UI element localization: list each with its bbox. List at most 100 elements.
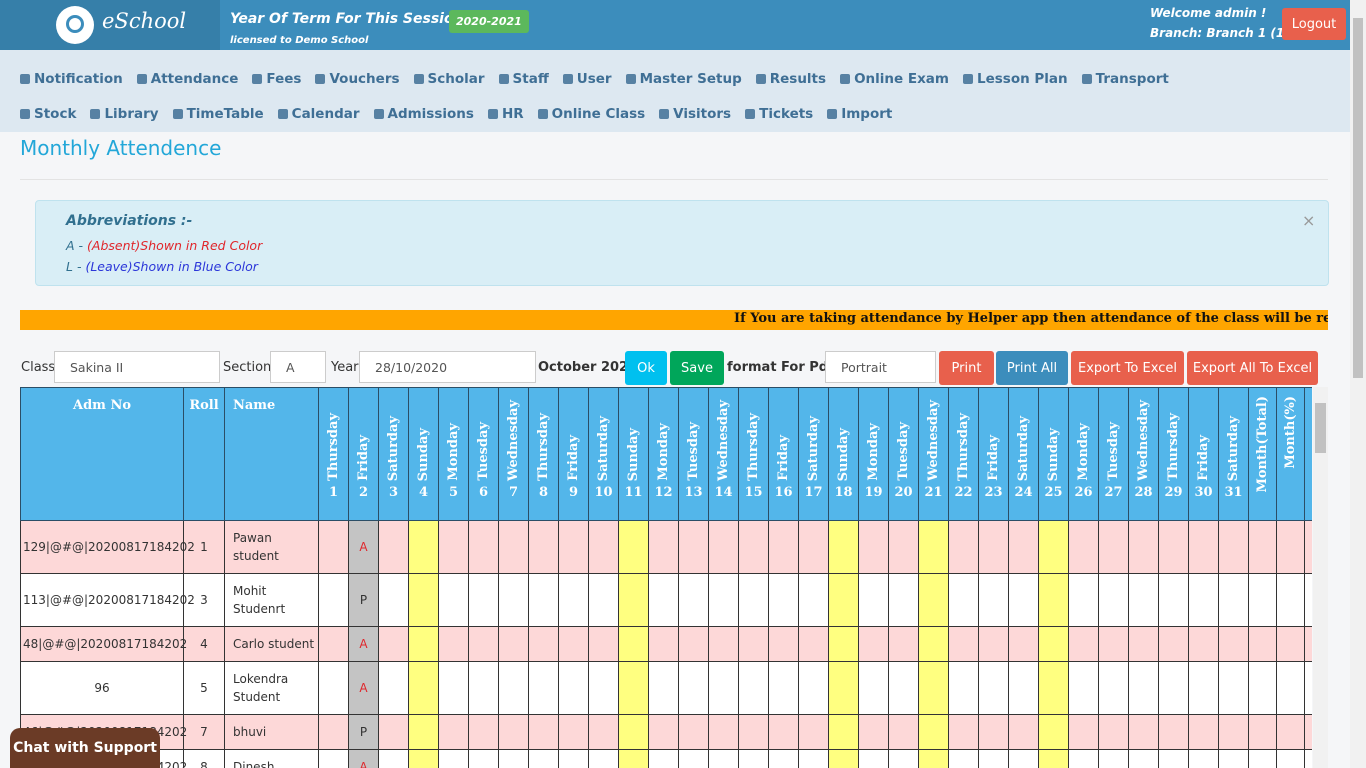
summary-cell xyxy=(1276,714,1305,750)
attendance-cell xyxy=(1128,661,1159,715)
nav-item[interactable]: User xyxy=(562,68,612,89)
nav-item[interactable]: HR xyxy=(487,103,524,124)
attendance-cell xyxy=(1218,626,1249,662)
day-header-box: Monday 5 xyxy=(439,388,468,510)
day-header: Tuesday 27 xyxy=(1098,387,1129,521)
day-number: 28 xyxy=(1134,485,1153,500)
attendance-cell xyxy=(1188,661,1219,715)
summary-cell xyxy=(1304,714,1312,750)
welcome: Welcome admin ! xyxy=(1150,6,1267,20)
nav-item[interactable]: Fees xyxy=(252,68,301,89)
summary-cell xyxy=(1276,661,1305,715)
student-name: Mohit Studenrt xyxy=(224,573,319,627)
summary-header: Session(Total) xyxy=(1304,387,1312,521)
print-button[interactable]: Print xyxy=(939,351,994,385)
nav-item[interactable]: Visitors xyxy=(659,103,731,124)
weekday: Wednesday xyxy=(716,399,731,481)
print-all-button[interactable]: Print All xyxy=(996,351,1068,385)
attendance-cell xyxy=(708,520,739,574)
attendance-cell xyxy=(1128,749,1159,768)
summary-cell xyxy=(1304,520,1312,574)
day-number: 4 xyxy=(418,485,429,500)
attendance-cell xyxy=(918,661,949,715)
nav-item[interactable]: Online Exam xyxy=(840,68,949,89)
weekday: Monday xyxy=(866,423,881,481)
nav-item[interactable]: Vouchers xyxy=(315,68,400,89)
adm-no: 96 xyxy=(20,661,184,715)
ok-button[interactable]: Ok xyxy=(625,351,667,385)
attendance-cell xyxy=(468,749,499,768)
nav-item[interactable]: Attendance xyxy=(136,68,238,89)
nav-list: Notification Attendance Fees Vouchers Schola… xyxy=(20,68,1220,124)
alert-text: (Absent)Shown in Red Color xyxy=(87,238,263,253)
attendance-cell xyxy=(438,661,469,715)
nav-item[interactable]: Master Setup xyxy=(625,68,742,89)
day-header: Monday 19 xyxy=(858,387,889,521)
day-header: Thursday 1 xyxy=(318,387,349,521)
day-header-box: Saturday 31 xyxy=(1219,388,1248,510)
table-scrollbar[interactable] xyxy=(1313,387,1328,768)
day-header: Sunday 4 xyxy=(408,387,439,521)
nav-item[interactable]: Lesson Plan xyxy=(962,68,1068,89)
attendance-cell xyxy=(888,520,919,574)
nav-item[interactable]: TimeTable xyxy=(172,103,264,124)
nav-label: Vouchers xyxy=(329,70,400,87)
nav-item[interactable]: Staff xyxy=(498,68,549,89)
attendance-cell xyxy=(828,520,859,574)
alert-close[interactable]: × xyxy=(1302,211,1316,230)
attendance-cell xyxy=(858,573,889,627)
attendance-cell xyxy=(858,626,889,662)
nav-item[interactable]: Admissions xyxy=(373,103,474,124)
day-header: Friday 30 xyxy=(1188,387,1219,521)
nav-label: Stock xyxy=(34,105,77,122)
attendance-cell xyxy=(588,573,619,627)
nav-item[interactable]: Online Class xyxy=(537,103,645,124)
attendance-cell: P xyxy=(348,573,379,627)
nav-item[interactable]: Transport xyxy=(1081,68,1169,89)
class-select[interactable]: Sakina II xyxy=(54,351,220,383)
attendance-cell xyxy=(1068,626,1099,662)
nav-item[interactable]: Calendar xyxy=(277,103,360,124)
day-header-box: Tuesday 6 xyxy=(469,388,498,510)
nav-label: HR xyxy=(501,105,524,122)
section-select[interactable]: A xyxy=(270,351,326,383)
export-button[interactable]: Export To Excel xyxy=(1071,351,1184,385)
attendance-cell xyxy=(648,626,679,662)
nav-item[interactable]: Results xyxy=(755,68,826,89)
nav-item[interactable]: Tickets xyxy=(745,103,813,124)
year-input[interactable]: 28/10/2020 xyxy=(359,351,536,383)
attendance-cell xyxy=(768,626,799,662)
logout-button[interactable]: Logout xyxy=(1282,8,1346,40)
nav-label: Lesson Plan xyxy=(976,70,1068,87)
attendance-cell xyxy=(978,661,1009,715)
day-number: 21 xyxy=(924,485,943,500)
table-scroll-thumb[interactable] xyxy=(1315,403,1326,453)
export-all-button[interactable]: Export All To Excel xyxy=(1187,351,1318,385)
page-scrollbar[interactable] xyxy=(1350,0,1366,768)
attendance-cell xyxy=(438,714,469,750)
nav-icon xyxy=(20,108,30,119)
nav-item[interactable]: Import xyxy=(827,103,892,124)
attendance-cell xyxy=(1038,520,1069,574)
nav-item[interactable]: Notification xyxy=(20,68,123,89)
nav-label: User xyxy=(576,70,612,87)
day-number: 19 xyxy=(864,485,883,500)
alert-items: A - (Absent)Shown in Red Color L - (Leave)S… xyxy=(66,235,262,277)
attendance-cell xyxy=(678,520,709,574)
nav-item[interactable]: Library xyxy=(90,103,159,124)
save-button[interactable]: Save xyxy=(670,351,724,385)
day-header-box: Friday 9 xyxy=(559,388,588,510)
summary-cell xyxy=(1276,520,1305,574)
nav-item[interactable]: Stock xyxy=(20,103,76,124)
chat-widget[interactable]: Chat with Support xyxy=(10,728,160,768)
day-number: 29 xyxy=(1164,485,1183,500)
attendance-cell xyxy=(528,520,559,574)
logo-mark xyxy=(66,15,84,33)
weekday: Thursday xyxy=(746,413,761,481)
attendance-cell xyxy=(588,661,619,715)
nav-item[interactable]: Scholar xyxy=(413,68,485,89)
attendance-cell xyxy=(618,520,649,574)
page-scroll-thumb[interactable] xyxy=(1353,18,1363,378)
format-select[interactable]: Portrait xyxy=(825,351,936,383)
day-header-box: Wednesday 7 xyxy=(499,388,528,510)
